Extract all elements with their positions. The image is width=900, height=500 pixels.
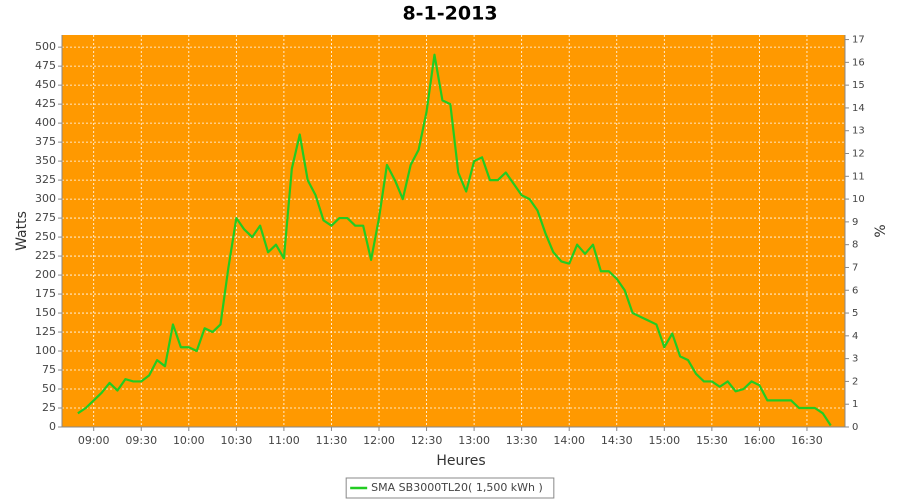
y2-tick-label: 4 <box>852 331 858 342</box>
y2-tick-label: 5 <box>852 308 858 319</box>
x-tick-label: 12:00 <box>363 434 395 447</box>
y-tick-label: 325 <box>35 173 56 186</box>
x-tick-label: 15:30 <box>696 434 728 447</box>
x-tick-label: 09:00 <box>78 434 110 447</box>
y2-tick-label: 1 <box>852 399 858 410</box>
x-tick-label: 16:00 <box>744 434 776 447</box>
y-tick-label: 425 <box>35 97 56 110</box>
x-tick-label: 10:00 <box>173 434 205 447</box>
y-tick-label: 350 <box>35 154 56 167</box>
y-axis-title: Watts <box>14 211 30 251</box>
y2-tick-label: 6 <box>852 285 858 296</box>
y2-tick-label: 16 <box>852 57 865 68</box>
y-tick-label: 75 <box>42 363 56 376</box>
y2-tick-label: 0 <box>852 422 858 433</box>
chart-title: 8-1-2013 <box>402 3 497 25</box>
y-tick-label: 25 <box>42 401 56 414</box>
y2-tick-label: 2 <box>852 376 858 387</box>
x-tick-label: 16:30 <box>791 434 823 447</box>
y2-tick-label: 14 <box>852 103 865 114</box>
x-tick-label: 09:30 <box>125 434 157 447</box>
x-tick-label: 12:30 <box>411 434 443 447</box>
plot-area <box>62 35 845 427</box>
x-tick-label: 11:00 <box>268 434 300 447</box>
y2-axis-title: % <box>873 224 889 237</box>
y-tick-label: 375 <box>35 135 56 148</box>
y-tick-label: 50 <box>42 382 56 395</box>
y2-tick-label: 11 <box>852 171 865 182</box>
y-tick-label: 150 <box>35 306 56 319</box>
y2-tick-label: 15 <box>852 80 865 91</box>
y2-tick-label: 3 <box>852 354 858 365</box>
y2-tick-label: 9 <box>852 217 858 228</box>
y-tick-label: 200 <box>35 268 56 281</box>
y-tick-label: 175 <box>35 287 56 300</box>
y-tick-label: 125 <box>35 325 56 338</box>
y-tick-label: 450 <box>35 78 56 91</box>
y-tick-label: 275 <box>35 211 56 224</box>
y2-tick-label: 10 <box>852 194 865 205</box>
y2-tick-label: 7 <box>852 262 858 273</box>
y-tick-label: 475 <box>35 59 56 72</box>
x-tick-label: 14:30 <box>601 434 633 447</box>
x-tick-label: 10:30 <box>221 434 253 447</box>
y2-tick-label: 8 <box>852 240 858 251</box>
y-tick-label: 300 <box>35 192 56 205</box>
data-line <box>77 53 832 427</box>
x-tick-label: 11:30 <box>316 434 348 447</box>
x-tick-label: 13:30 <box>506 434 538 447</box>
legend-box <box>345 477 555 499</box>
y-tick-label: 250 <box>35 230 56 243</box>
y2-tick-label: 17 <box>852 35 865 46</box>
y2-tick-label: 13 <box>852 126 865 137</box>
x-tick-label: 14:00 <box>553 434 585 447</box>
y2-tick-label: 12 <box>852 149 865 160</box>
legend: SMA SB3000TL20( 1,500 kWh ) <box>345 477 555 499</box>
y-tick-label: 400 <box>35 116 56 129</box>
y-tick-label: 0 <box>49 420 56 433</box>
x-axis-title: Heures <box>436 453 485 469</box>
x-tick-label: 15:00 <box>648 434 680 447</box>
x-tick-label: 13:00 <box>458 434 490 447</box>
legend-label: SMA SB3000TL20( 1,500 kWh ) <box>371 481 543 494</box>
y-tick-label: 500 <box>35 40 56 53</box>
y-tick-label: 225 <box>35 249 56 262</box>
y-tick-label: 100 <box>35 344 56 357</box>
